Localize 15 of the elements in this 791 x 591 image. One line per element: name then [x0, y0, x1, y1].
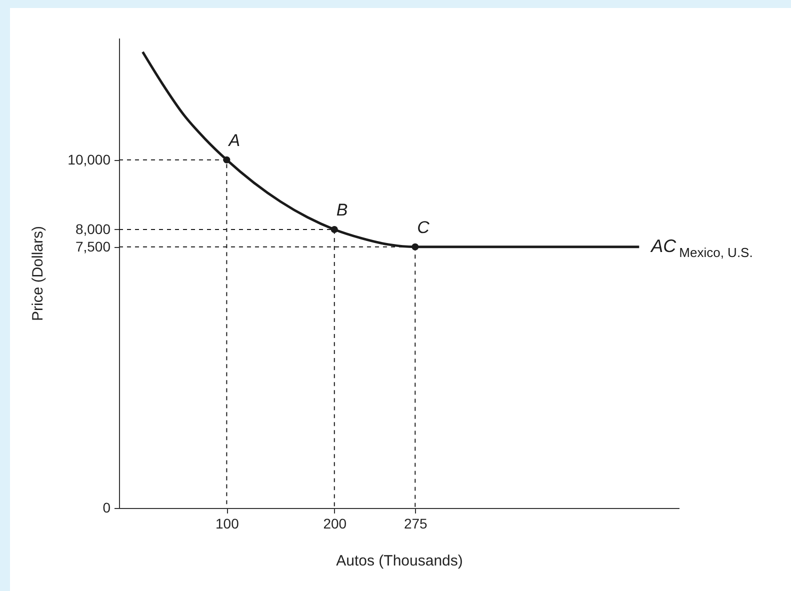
y-tick-label: 8,000: [75, 220, 111, 237]
point: [412, 243, 419, 250]
y-tick-label: 7,500: [75, 238, 111, 254]
annotation: A: [228, 130, 240, 150]
y-tick-label: 0: [102, 500, 111, 516]
y-axis-title: Price (Dollars): [30, 226, 47, 322]
point: [223, 156, 230, 164]
x-axis-title: Autos (Thousands): [336, 552, 463, 570]
x-tick-label: 200: [323, 516, 347, 532]
x-tick-label: 275: [404, 516, 428, 532]
x-tick-label: 100: [216, 516, 240, 532]
annotation: B: [336, 200, 348, 220]
y-tick-label: 10,000: [68, 151, 111, 168]
annotation: C: [417, 218, 430, 237]
point: [330, 226, 338, 234]
